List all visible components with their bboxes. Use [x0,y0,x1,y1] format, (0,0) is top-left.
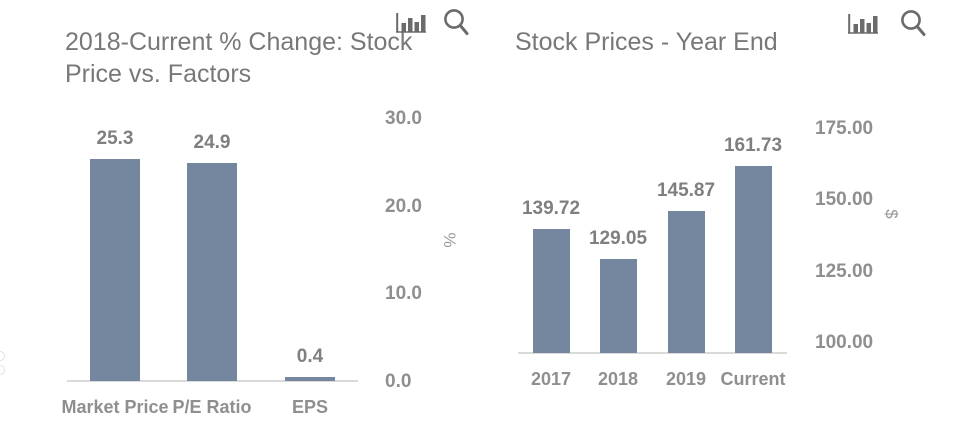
bar-market-price[interactable] [90,159,140,381]
search-icon [901,10,926,36]
y-axis-tick-label: 20.0 [385,196,422,217]
search-icon [444,9,469,35]
bar-eps[interactable] [285,377,335,381]
bar-value-label: 139.72 [521,198,581,219]
bar-value-label: 129.05 [588,228,648,249]
bar-chart-icon [848,14,878,34]
chart-type-button[interactable] [848,12,878,34]
x-axis-category-label: 2019 [665,369,707,389]
x-axis-category-label: P/E Ratio [172,397,252,417]
y-axis-tick-label: 175.00 [815,118,874,139]
bar-value-label: 25.3 [96,128,134,149]
x-axis-category-label: EPS [291,397,329,417]
chart-type-button[interactable] [396,11,426,33]
bar-chart-icon [396,13,426,33]
bar-2017[interactable] [533,229,570,353]
bar-p-e-ratio[interactable] [187,163,237,381]
y-axis-tick-label: 125.00 [815,261,874,282]
bar-value-label: 24.9 [193,132,231,153]
x-axis-category-label: Market Price [61,397,169,417]
bar-current[interactable] [735,166,772,353]
y-axis-unit-label: $ [882,209,901,219]
x-axis-category-label: Current [720,369,786,389]
bar-value-label: 145.87 [656,180,716,201]
x-axis-category-label: 2018 [597,369,639,389]
chart-title: Stock Prices - Year End [515,28,778,56]
x-axis-line [67,380,358,382]
y-axis-tick-label: 30.0 [385,108,422,129]
y-axis-tick-label: 100.00 [815,332,874,353]
x-axis-category-label: 2017 [530,369,572,389]
zoom-button[interactable] [442,7,470,37]
zoom-button[interactable] [899,8,927,38]
bar-2018[interactable] [600,259,637,353]
bar-value-label: 0.4 [296,346,324,367]
bar-2019[interactable] [668,211,705,353]
y-axis-tick-label: 150.00 [815,189,874,210]
y-axis-tick-label: 0.0 [385,371,412,392]
x-axis-line [518,352,787,354]
y-axis-tick-label: 10.0 [385,283,422,304]
chart-title: 2018-Current % Change: Stock Price vs. F… [65,28,413,88]
bar-value-label: 161.73 [723,135,783,156]
